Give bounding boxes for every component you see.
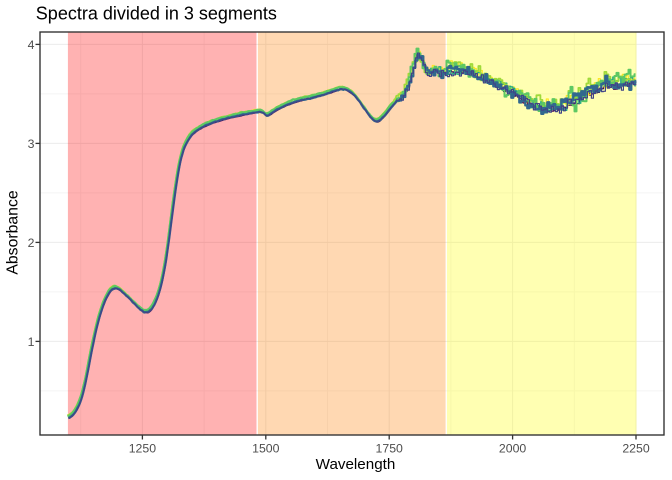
svg-text:1750: 1750: [376, 441, 404, 455]
svg-text:2000: 2000: [499, 441, 527, 455]
svg-text:1: 1: [28, 335, 35, 349]
svg-text:Wavelength: Wavelength: [316, 456, 396, 473]
svg-text:4: 4: [28, 38, 35, 52]
svg-text:1500: 1500: [252, 441, 280, 455]
svg-text:2: 2: [28, 236, 35, 250]
svg-text:2250: 2250: [622, 441, 650, 455]
svg-text:Absorbance: Absorbance: [5, 190, 22, 275]
svg-text:3: 3: [28, 137, 35, 151]
svg-text:Spectra divided in 3 segments: Spectra divided in 3 segments: [36, 3, 277, 23]
svg-text:1250: 1250: [129, 441, 157, 455]
